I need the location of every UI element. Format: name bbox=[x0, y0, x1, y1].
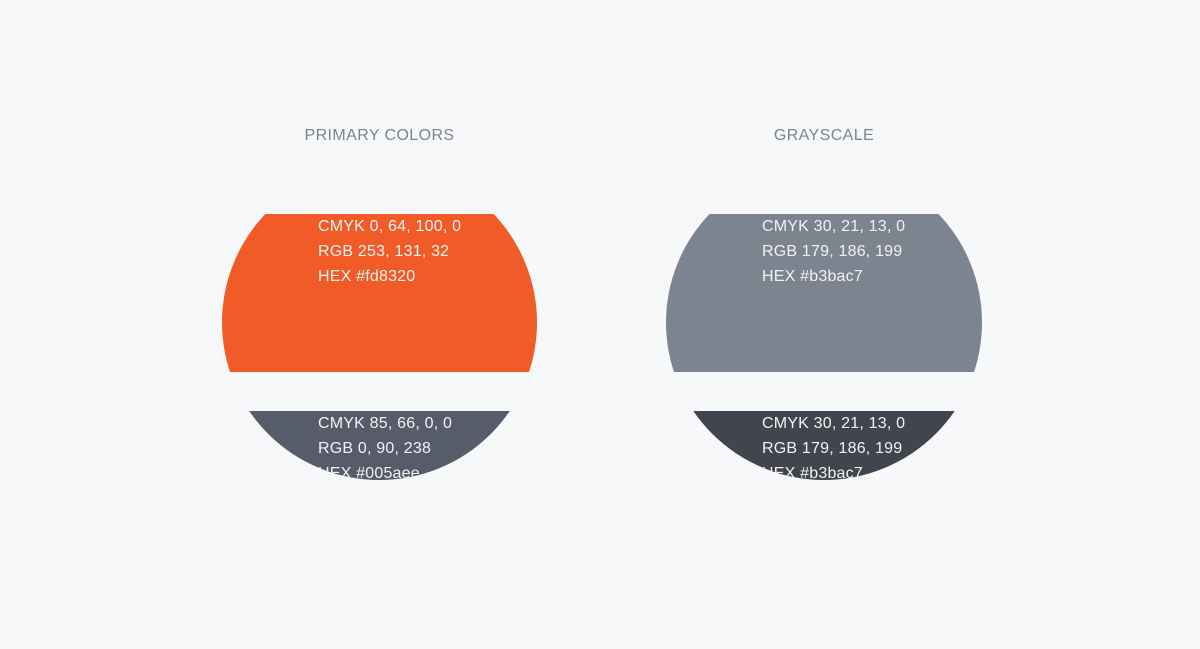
rgb-value: RGB 179, 186, 199 bbox=[762, 243, 903, 260]
cmyk-value: CMYK 30, 21, 13, 0 bbox=[762, 414, 906, 432]
hex-value: HEX #005aee bbox=[318, 464, 420, 481]
swatch-dark-gray-half: CMYK 30, 21, 13, 0 RGB 179, 186, 199 HEX… bbox=[666, 410, 982, 481]
cmyk-value: CMYK 0, 64, 100, 0 bbox=[318, 218, 462, 235]
palette-title-primary-colors: PRIMARY COLORS bbox=[304, 127, 455, 145]
swatch-spec-block: CMYK 0, 64, 100, 0 RGB 253, 131, 32 HEX … bbox=[318, 214, 537, 289]
hex-value: HEX #b3bac7 bbox=[762, 464, 863, 481]
swatch-spec-block: CMYK 30, 21, 13, 0 RGB 179, 186, 199 HEX… bbox=[762, 411, 982, 481]
hex-value: HEX #fd8320 bbox=[318, 268, 416, 285]
swatch-orange-half: CMYK 0, 64, 100, 0 RGB 253, 131, 32 HEX … bbox=[222, 214, 537, 372]
palette-title-grayscale: GRAYSCALE bbox=[773, 127, 875, 145]
swatch-light-gray-half: CMYK 30, 21, 13, 0 RGB 179, 186, 199 HEX… bbox=[666, 214, 982, 372]
cmyk-value: CMYK 85, 66, 0, 0 bbox=[318, 414, 453, 432]
cmyk-value: CMYK 30, 21, 13, 0 bbox=[762, 218, 906, 235]
hex-value: HEX #b3bac7 bbox=[762, 268, 863, 285]
rgb-value: RGB 253, 131, 32 bbox=[318, 243, 450, 260]
primary-colors-circle: CMYK 0, 64, 100, 0 RGB 253, 131, 32 HEX … bbox=[222, 165, 537, 480]
swatch-spec-block: CMYK 85, 66, 0, 0 RGB 0, 90, 238 HEX #00… bbox=[318, 411, 537, 481]
rgb-value: RGB 179, 186, 199 bbox=[762, 439, 903, 457]
palette-grayscale: GRAYSCALE CMYK 30, 21, 13, 0 RGB 179, 18… bbox=[666, 0, 982, 649]
swatch-spec-block: CMYK 30, 21, 13, 0 RGB 179, 186, 199 HEX… bbox=[762, 214, 982, 289]
palette-primary-colors: PRIMARY COLORS CMYK 0, 64, 100, 0 RGB 25… bbox=[222, 0, 537, 649]
swatch-blue-slate-half: CMYK 85, 66, 0, 0 RGB 0, 90, 238 HEX #00… bbox=[222, 410, 537, 481]
grayscale-circle: CMYK 30, 21, 13, 0 RGB 179, 186, 199 HEX… bbox=[666, 165, 982, 480]
rgb-value: RGB 0, 90, 238 bbox=[318, 439, 432, 457]
